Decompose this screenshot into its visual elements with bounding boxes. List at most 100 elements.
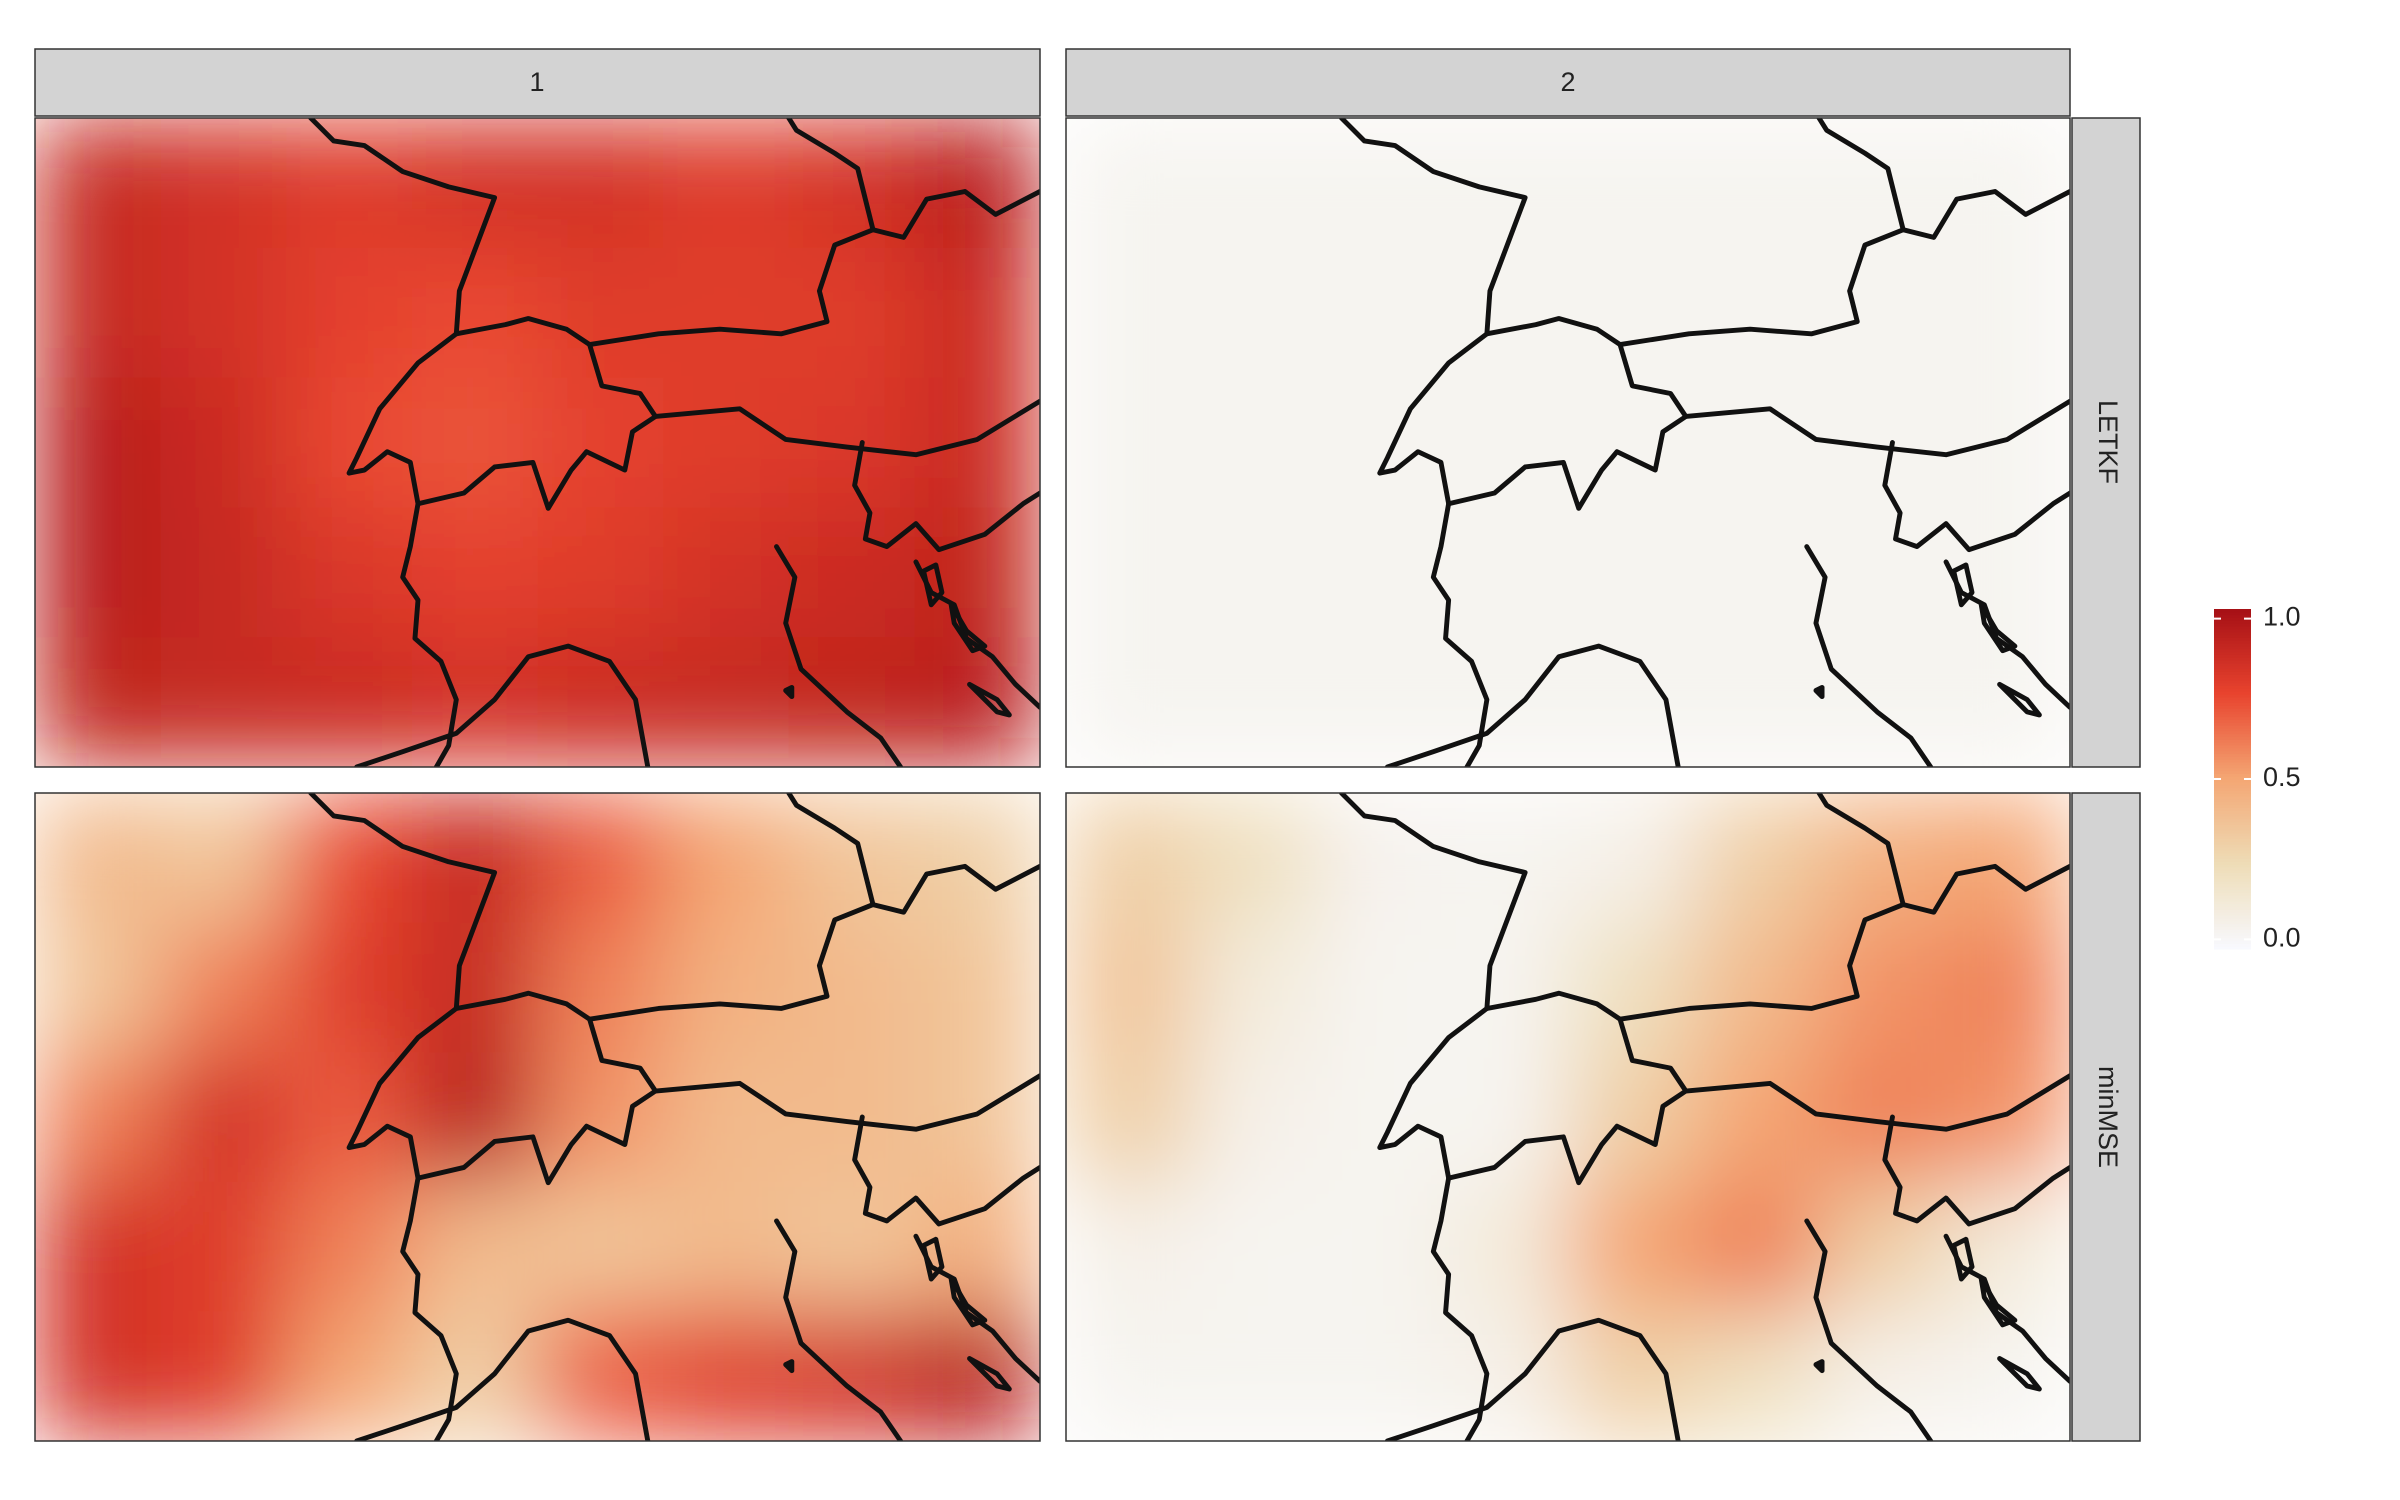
colorbar-step xyxy=(2214,801,2251,806)
colorbar-step xyxy=(2214,932,2251,936)
colorbar-step xyxy=(2214,790,2251,794)
colorbar-step xyxy=(2214,912,2251,916)
colorbar-step xyxy=(2214,609,2251,613)
cell xyxy=(663,118,790,249)
strip xyxy=(1065,48,2071,117)
colorbar-step xyxy=(2214,943,2251,947)
cell xyxy=(1191,1311,1318,1441)
colorbar-step xyxy=(2214,702,2251,706)
colorbar-step xyxy=(2214,881,2251,885)
cell xyxy=(788,507,915,638)
colorbar-step xyxy=(2214,651,2251,655)
cell xyxy=(1693,118,1820,249)
colorbar-step xyxy=(2214,637,2251,641)
field xyxy=(1066,793,2070,1441)
cell xyxy=(411,1311,538,1441)
colorbar-step xyxy=(2214,869,2251,874)
colorbar-step xyxy=(2214,844,2251,848)
cell xyxy=(160,118,287,249)
colorbar-step xyxy=(2214,773,2251,777)
cell xyxy=(1066,793,1192,924)
cell xyxy=(663,247,790,379)
colorbar-step xyxy=(2214,691,2251,695)
colorbar-step xyxy=(2214,903,2251,908)
cell xyxy=(914,1311,1040,1441)
cell xyxy=(411,247,538,379)
cell xyxy=(1066,1311,1192,1441)
cell xyxy=(537,1181,664,1312)
cell xyxy=(286,247,413,379)
panel xyxy=(1065,792,2071,1442)
cell xyxy=(1693,507,1820,638)
colorbar-step xyxy=(2214,645,2251,650)
colorbar-step xyxy=(2214,838,2251,842)
colorbar-step xyxy=(2214,818,2251,823)
colorbar-step xyxy=(2214,634,2251,638)
colorbar-step xyxy=(2214,736,2251,740)
cell xyxy=(35,922,162,1053)
colorbar-step xyxy=(2214,631,2251,636)
colorbar-step xyxy=(2214,705,2251,709)
cell xyxy=(411,1052,538,1183)
colorbar-step xyxy=(2214,875,2251,879)
colorbar-step xyxy=(2214,742,2251,746)
colorbar-step xyxy=(2214,940,2251,944)
colorbar-step xyxy=(2214,872,2251,876)
cell xyxy=(1066,637,1192,767)
cell xyxy=(1317,377,1443,508)
cell xyxy=(1066,922,1192,1053)
colorbar-step xyxy=(2214,614,2251,619)
cell xyxy=(1191,507,1318,638)
cell xyxy=(663,1052,790,1183)
colorbar-step xyxy=(2214,926,2251,930)
panel-frame xyxy=(34,117,1041,768)
cell xyxy=(1944,1311,2070,1441)
colorbar-step xyxy=(2214,728,2251,732)
colorbar-step xyxy=(2214,886,2251,891)
cell xyxy=(35,1052,162,1183)
cell xyxy=(286,1181,413,1312)
colorbar-step xyxy=(2214,750,2251,755)
cell xyxy=(1568,118,1694,249)
cell xyxy=(1191,1052,1318,1183)
colorbar-step xyxy=(2214,767,2251,772)
cell xyxy=(1568,793,1694,924)
colorbar-step xyxy=(2214,657,2251,661)
colorbar-step xyxy=(2214,929,2251,933)
colorbar-label: 0.0 xyxy=(2263,923,2301,953)
cell xyxy=(160,247,287,379)
cell xyxy=(160,507,287,638)
cell xyxy=(914,507,1040,638)
colorbar-step xyxy=(2214,611,2251,616)
colorbar-step xyxy=(2214,852,2251,857)
column-strip-label: 1 xyxy=(529,67,544,97)
cell xyxy=(914,377,1040,508)
colorbar-step xyxy=(2214,620,2251,624)
column-strips: 1 2 xyxy=(34,48,2071,117)
colorbar-step xyxy=(2214,920,2251,925)
colorbar-step xyxy=(2214,934,2251,939)
cell xyxy=(1442,507,1569,638)
colorbar-step xyxy=(2214,810,2251,814)
cell xyxy=(1819,1311,1945,1441)
colorbar-step xyxy=(2214,906,2251,910)
cell xyxy=(1944,1052,2070,1183)
cell xyxy=(1191,118,1318,249)
colorbar-step xyxy=(2214,898,2251,902)
cell xyxy=(663,507,790,638)
cell xyxy=(788,1181,915,1312)
colorbar-step xyxy=(2214,682,2251,687)
cell xyxy=(788,247,915,379)
cell xyxy=(537,247,664,379)
strip xyxy=(34,48,1041,117)
cell xyxy=(1944,118,2070,249)
cell xyxy=(160,377,287,508)
cell xyxy=(286,637,413,767)
cell xyxy=(1693,1311,1820,1441)
colorbar-step xyxy=(2214,878,2251,882)
colorbar-step xyxy=(2214,781,2251,786)
colorbar-step xyxy=(2214,798,2251,803)
cell xyxy=(1693,922,1820,1053)
colorbar-step xyxy=(2214,694,2251,698)
cell xyxy=(160,922,287,1053)
